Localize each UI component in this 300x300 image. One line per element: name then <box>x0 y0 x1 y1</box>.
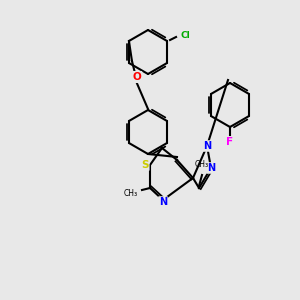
Text: S: S <box>141 160 149 170</box>
Text: CH₃: CH₃ <box>195 160 209 169</box>
Text: O: O <box>133 72 141 82</box>
Text: CH₃: CH₃ <box>124 188 138 197</box>
Text: N: N <box>203 141 211 151</box>
Text: Cl: Cl <box>180 32 190 40</box>
Text: N: N <box>207 163 215 173</box>
Text: F: F <box>226 137 234 147</box>
Text: N: N <box>159 197 167 207</box>
